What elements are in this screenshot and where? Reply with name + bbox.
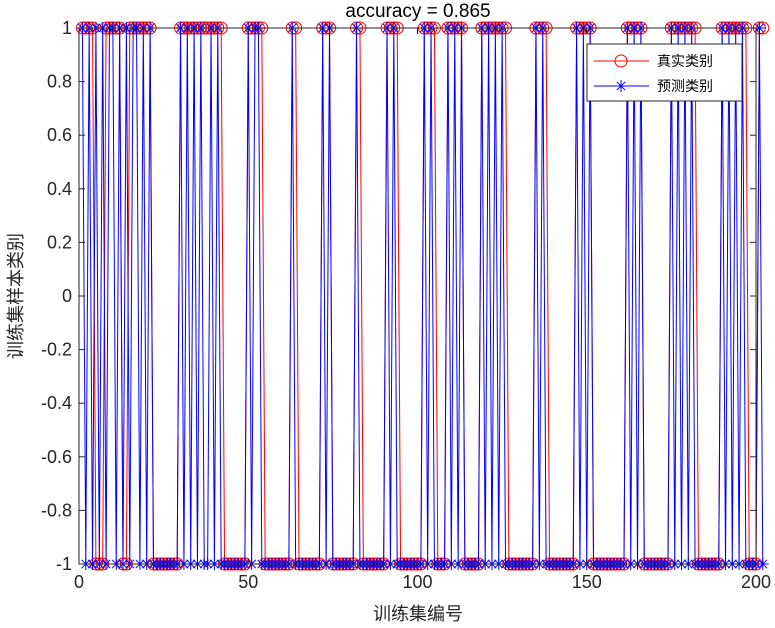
legend-marker-circle-icon xyxy=(614,54,628,68)
data-point-star xyxy=(756,558,769,570)
y-tick-label: 0.6 xyxy=(47,125,72,145)
legend-box xyxy=(586,43,743,102)
x-tick-label: 50 xyxy=(238,572,258,592)
y-tick-label: 0.4 xyxy=(47,179,72,199)
x-axis-label: 训练集编号 xyxy=(373,604,463,625)
legend-marker-star-icon xyxy=(615,80,627,92)
y-axis-label: 训练集样本类别 xyxy=(6,233,27,359)
tick-layer: 0 50 100 150 200 1 0.8 0.6 0.4 0.2 0 -0.2 -0.4 -0.6 -0… xyxy=(41,18,771,592)
chart-title: accuracy = 0.865 xyxy=(345,1,490,22)
y-tick-label: 0.8 xyxy=(47,72,72,92)
legend-label-pred: 预测类别 xyxy=(657,79,713,95)
x-tick-label: 200 xyxy=(741,572,771,592)
plot-area xyxy=(79,28,756,564)
y-tick-label: -0.4 xyxy=(41,393,72,413)
legend-label-true: 真实类别 xyxy=(657,54,713,70)
y-tick-label: -0.8 xyxy=(41,500,72,520)
x-tick-label: 0 xyxy=(74,572,84,592)
x-tick-label: 100 xyxy=(402,572,432,592)
y-tick-label: -0.6 xyxy=(41,447,72,467)
legend: 真实类别 预测类别 xyxy=(586,43,743,102)
y-tick-label: -1 xyxy=(56,554,72,574)
x-tick-label: 150 xyxy=(572,572,602,592)
y-tick-label: 1 xyxy=(62,18,72,38)
y-tick-label: 0 xyxy=(62,286,72,306)
y-tick-label: -0.2 xyxy=(41,340,72,360)
y-tick-label: 0.2 xyxy=(47,232,72,252)
